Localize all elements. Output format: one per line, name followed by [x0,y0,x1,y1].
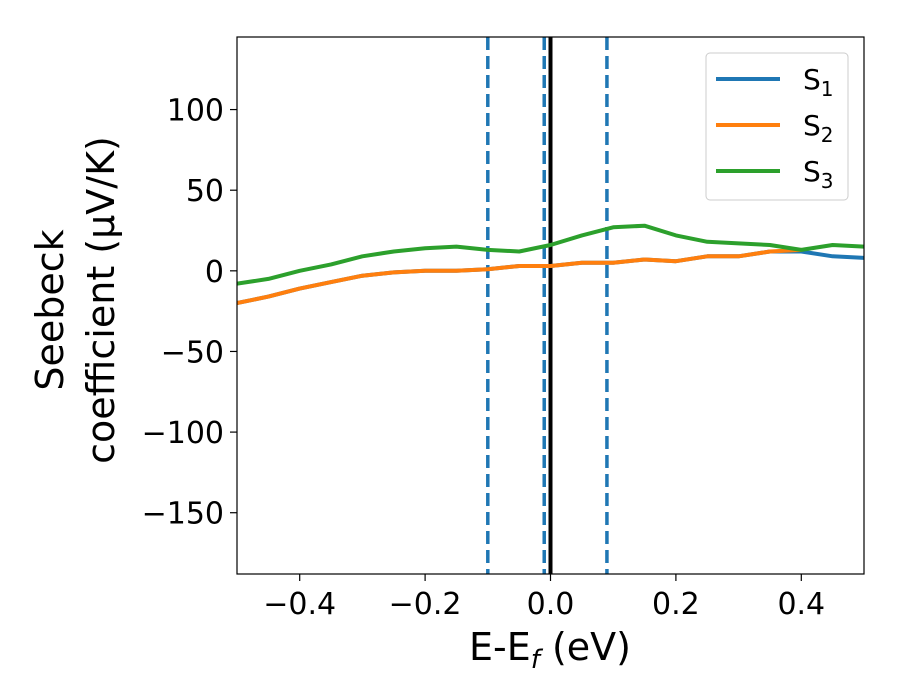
x-axis-ticks: −0.4 −0.2 0.0 0.2 0.4 [263,574,825,622]
series-lines [237,223,864,306]
x-axis-title-main: E-E [469,625,531,669]
y-tick-label: 100 [167,94,224,129]
x-tick-label: −0.2 [389,587,462,622]
y-tick-label: −100 [142,416,224,451]
y-tick-label: 50 [186,174,224,209]
y-tick-label: −50 [161,335,224,370]
y-axis-ticks: 100 50 0 −50 −100 −150 [142,94,237,532]
x-tick-label: 0.4 [777,587,825,622]
y-axis-title-line2: coefficient (μV/K) [79,136,123,464]
reference-lines [486,37,609,574]
x-tick-label: 0.2 [652,587,700,622]
y-tick-label: −150 [142,497,224,532]
y-axis-title-line1: Seebeck [28,229,72,390]
series-line-s2 [237,247,804,306]
x-axis-title: E-Ef (eV) [469,625,631,675]
x-tick-label: −0.4 [263,587,336,622]
series-line-s3 [237,223,864,286]
x-tick-label: 0.0 [527,587,575,622]
y-tick-label: 0 [205,255,224,290]
legend-label-s2: S2 [803,109,834,147]
x-axis-title-tail: (eV) [540,625,631,669]
